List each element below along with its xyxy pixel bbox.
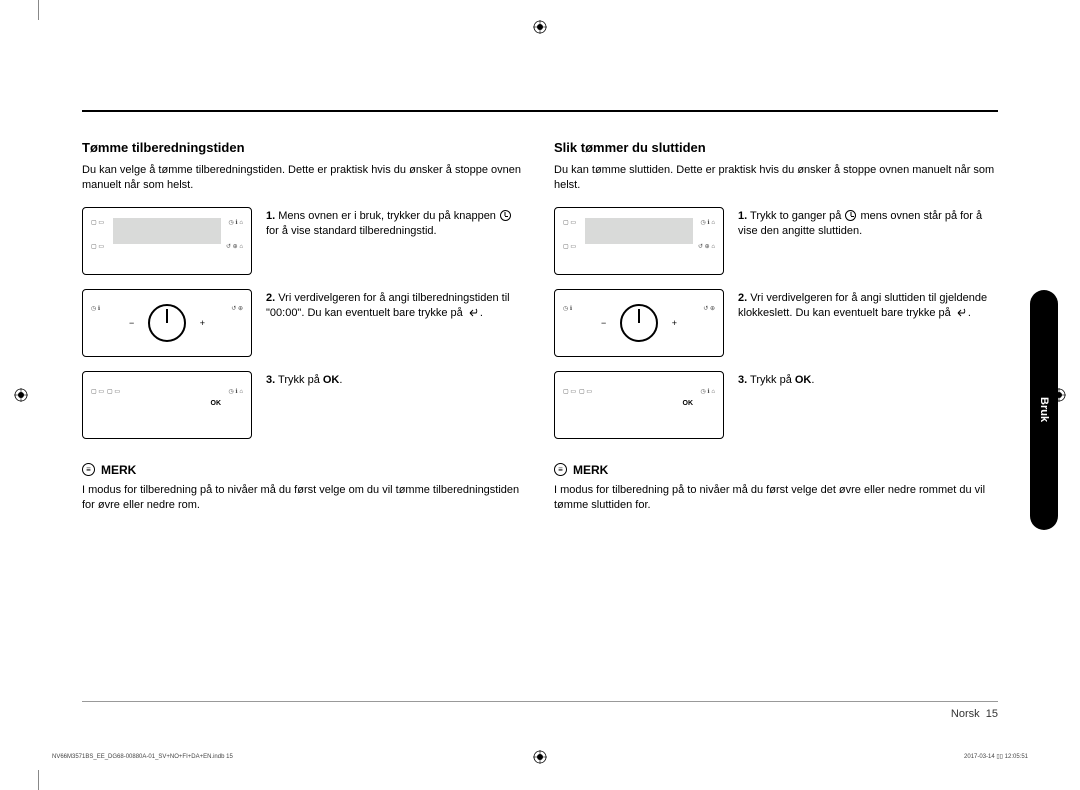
ok-icons-left: ▢ ▭ (91, 386, 104, 399)
panel-icons-right: ◷ ℹ ⌂ (701, 218, 715, 229)
note-header: ≡ MERK (554, 463, 998, 477)
ok-icons-left-2: ▢ ▭ (107, 386, 120, 399)
note-icon: ≡ (82, 463, 95, 476)
minus-icon: − (129, 318, 134, 328)
note-header: ≡ MERK (82, 463, 526, 477)
knob-icons-left: ◷ ℹ (563, 302, 572, 316)
print-footer-right: 2017-03-14 ▯▯ 12:05:51 (964, 753, 1028, 760)
clock-icon (500, 210, 511, 221)
step-number: 2. (738, 292, 747, 304)
left-intro: Du kan velge å tømme tilberedningstiden.… (82, 163, 526, 193)
step-number: 1. (738, 210, 747, 222)
ok-panel-label: OK (211, 400, 222, 407)
right-step-2-text: 2. Vri verdivelgeren for å angi sluttide… (738, 289, 998, 322)
panel-icons-left: ▢ ▭ (563, 218, 576, 229)
page-footer: Norsk 15 (82, 701, 998, 720)
minus-icon: − (601, 318, 606, 328)
ok-icons-left: ▢ ▭ (563, 386, 576, 399)
display-panel-illustration: ▢ ▭ ◷ ℹ ⌂ ▢ ▭ ↺ ⊕ ⌂ (554, 207, 724, 275)
plus-icon: + (672, 318, 677, 328)
value-knob-icon (148, 304, 186, 342)
ok-icons-right: ◷ ℹ ⌂ (701, 386, 715, 399)
ok-icons-left-2: ▢ ▭ (579, 386, 592, 399)
right-step-2: ◷ ℹ − + ↺ ⊕ 2. Vri verdivelgeren for å a… (554, 289, 998, 357)
knob-panel-illustration: ◷ ℹ − + ↺ ⊕ (82, 289, 252, 357)
ok-panel-label: OK (683, 400, 694, 407)
display-screen (585, 218, 693, 244)
note-text: I modus for tilberedning på to nivåer må… (82, 483, 526, 514)
right-step-3-text: 3. Trykk på OK. (738, 371, 814, 388)
registration-mark-icon (533, 20, 547, 34)
registration-mark-icon (533, 750, 547, 764)
right-step-1: ▢ ▭ ◷ ℹ ⌂ ▢ ▭ ↺ ⊕ ⌂ 1. Trykk to ganger p… (554, 207, 998, 275)
note-text: I modus for tilberedning på to nivåer må… (554, 483, 998, 514)
ok-panel-illustration: ▢ ▭ ▢ ▭ OK ◷ ℹ ⌂ (554, 371, 724, 439)
registration-mark-icon (14, 388, 28, 402)
right-step-3: ▢ ▭ ▢ ▭ OK ◷ ℹ ⌂ 3. Trykk på OK. (554, 371, 998, 439)
panel-icons-left-2: ▢ ▭ (563, 242, 576, 253)
panel-icons-right-2: ↺ ⊕ ⌂ (226, 242, 243, 253)
step-number: 1. (266, 210, 275, 222)
right-column: Slik tømmer du sluttiden Du kan tømme sl… (554, 140, 998, 513)
panel-icons-right: ◷ ℹ ⌂ (229, 218, 243, 229)
display-screen (113, 218, 221, 244)
panel-icons-right-2: ↺ ⊕ ⌂ (698, 242, 715, 253)
plus-icon: + (200, 318, 205, 328)
top-rule (82, 110, 998, 112)
crop-mark (38, 0, 39, 20)
knob-icons-right: ↺ ⊕ (703, 302, 715, 316)
right-intro: Du kan tømme sluttiden. Dette er praktis… (554, 163, 998, 193)
clock-icon (845, 210, 856, 221)
left-step-1: ▢ ▭ ◷ ℹ ⌂ ▢ ▭ ↺ ⊕ ⌂ 1. Mens ovnen er i b… (82, 207, 526, 275)
panel-icons-left-2: ▢ ▭ (91, 242, 104, 253)
side-tab: Bruk (1030, 290, 1058, 530)
print-footer-left: NV66M3571BS_EE_DG68-00880A-01_SV+NO+FI+D… (52, 754, 233, 760)
left-step-1-text: 1. Mens ovnen er i bruk, trykker du på k… (266, 207, 526, 240)
note-label: MERK (101, 463, 136, 477)
footer-page-number: 15 (986, 708, 998, 720)
left-note: ≡ MERK I modus for tilberedning på to ni… (82, 463, 526, 514)
ok-panel-illustration: ▢ ▭ ▢ ▭ OK ◷ ℹ ⌂ (82, 371, 252, 439)
display-panel-illustration: ▢ ▭ ◷ ℹ ⌂ ▢ ▭ ↺ ⊕ ⌂ (82, 207, 252, 275)
right-step-1-text: 1. Trykk to ganger på mens ovnen står på… (738, 207, 998, 240)
step-number: 3. (738, 374, 747, 386)
panel-icons-left: ▢ ▭ (91, 218, 104, 229)
right-heading: Slik tømmer du sluttiden (554, 140, 998, 155)
page-content: Tømme tilberedningstiden Du kan velge å … (82, 110, 998, 513)
back-icon (467, 308, 479, 318)
left-column: Tømme tilberedningstiden Du kan velge å … (82, 140, 526, 513)
knob-icons-left: ◷ ℹ (91, 302, 100, 316)
side-tab-label: Bruk (1038, 397, 1050, 422)
footer-language: Norsk (951, 708, 980, 720)
left-step-3: ▢ ▭ ▢ ▭ OK ◷ ℹ ⌂ 3. Trykk på OK. (82, 371, 526, 439)
value-knob-icon (620, 304, 658, 342)
right-note: ≡ MERK I modus for tilberedning på to ni… (554, 463, 998, 514)
crop-mark (38, 770, 39, 790)
step-number: 2. (266, 292, 275, 304)
step-number: 3. (266, 374, 275, 386)
knob-icons-right: ↺ ⊕ (231, 302, 243, 316)
ok-icons-right: ◷ ℹ ⌂ (229, 386, 243, 399)
note-label: MERK (573, 463, 608, 477)
knob-panel-illustration: ◷ ℹ − + ↺ ⊕ (554, 289, 724, 357)
note-icon: ≡ (554, 463, 567, 476)
left-step-2: ◷ ℹ − + ↺ ⊕ 2. Vri verdivelgeren for å a… (82, 289, 526, 357)
left-step-2-text: 2. Vri verdivelgeren for å angi tilbered… (266, 289, 526, 322)
left-heading: Tømme tilberedningstiden (82, 140, 526, 155)
left-step-3-text: 3. Trykk på OK. (266, 371, 342, 388)
back-icon (955, 308, 967, 318)
